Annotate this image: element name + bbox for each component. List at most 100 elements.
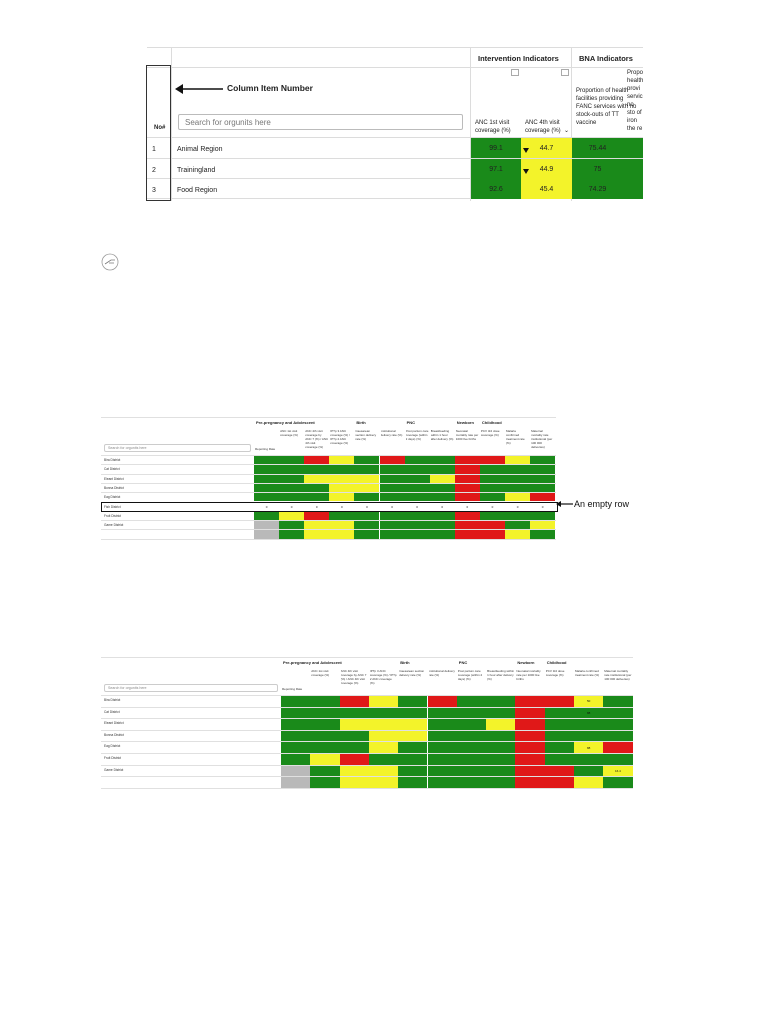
column-header[interactable]: Post partum care coverage (within 2 days… bbox=[457, 669, 483, 681]
indicator-cell bbox=[310, 765, 340, 777]
column-header[interactable]: IPTp 3 ANC coverage (%) / IPTp 2 ANC cov… bbox=[369, 669, 397, 685]
column-header-anc1[interactable]: ANC 1st visit coverage (%) bbox=[475, 120, 511, 134]
search-input[interactable]: Search for orgunits here bbox=[178, 114, 463, 130]
indicator-cell bbox=[304, 465, 330, 474]
column-header[interactable]: ANC 4th visit coverage by ANC 7 (%) / AN… bbox=[305, 429, 329, 449]
column-header[interactable]: PCV 3rd dose coverage (%) bbox=[480, 429, 500, 437]
indicator-cell bbox=[379, 530, 405, 539]
indicator-cell: 88 bbox=[574, 742, 604, 753]
indicator-cell bbox=[279, 483, 305, 493]
indicator-cell bbox=[574, 719, 604, 730]
orgunit-name[interactable]: Eleant District bbox=[104, 476, 124, 481]
search-input[interactable]: Search for orgunits here bbox=[104, 684, 278, 692]
column-header[interactable]: Maternal mortality rate institutional (p… bbox=[604, 669, 632, 681]
grid-line bbox=[101, 729, 633, 731]
column-header[interactable]: Breastfeeding within 1 hour after delive… bbox=[487, 669, 515, 681]
column-header[interactable]: Breastfeeding within 1 hour after delive… bbox=[430, 429, 454, 441]
orgunit-name[interactable]: Eleant District bbox=[104, 721, 124, 726]
indicator-cell bbox=[368, 754, 399, 765]
orgunit-name[interactable]: Game District bbox=[104, 767, 124, 772]
indicator-cell bbox=[454, 493, 480, 502]
indicator-cell bbox=[354, 483, 380, 493]
orgunit-name[interactable]: Bira District bbox=[104, 698, 121, 702]
indicator-cell bbox=[603, 719, 633, 730]
indicator-cell bbox=[515, 765, 545, 777]
column-header-anc4[interactable]: ANC 4th visit coverage (%) bbox=[525, 120, 561, 134]
indicator-cell bbox=[281, 719, 311, 730]
indicator-cell bbox=[505, 511, 531, 521]
indicator-cell bbox=[544, 730, 574, 742]
orgunit-name[interactable]: Bonna District bbox=[104, 485, 124, 490]
column-header[interactable]: Neonatal mortality rate per 1000 live bi… bbox=[516, 669, 541, 681]
indicator-cell bbox=[254, 493, 280, 502]
column-header-truncated[interactable]: Propo health provi servic no sto of iron… bbox=[627, 70, 643, 132]
indicator-cell bbox=[544, 742, 574, 753]
column-header[interactable]: IPTp 3 ANC coverage (%) / IPTp 2 ANC cov… bbox=[330, 429, 350, 445]
column-header[interactable]: Post partum care coverage (within 2 days… bbox=[405, 429, 429, 441]
orgunit-name[interactable]: Cat District bbox=[104, 467, 120, 472]
orgunit-name[interactable]: Bonna District bbox=[104, 732, 124, 737]
orgunit-name[interactable]: Eag District bbox=[104, 495, 121, 500]
column-header[interactable]: Malaria confirmed treatment rate (%) bbox=[575, 669, 600, 677]
sort-icon[interactable] bbox=[511, 69, 519, 76]
orgunit-name[interactable]: Bira District bbox=[104, 458, 121, 462]
sort-icon[interactable] bbox=[561, 69, 569, 76]
column-header[interactable]: ANC 1st visit coverage (%) bbox=[280, 429, 298, 437]
indicator-cell bbox=[479, 465, 505, 474]
empty-row-highlight bbox=[101, 501, 558, 512]
number-column-header: No# bbox=[154, 125, 166, 131]
chevron-down-icon[interactable]: ⌄ bbox=[564, 128, 570, 134]
indicator-cell bbox=[254, 511, 280, 521]
orgunit-name[interactable]: Fruit District bbox=[104, 756, 121, 760]
column-header[interactable]: PCV 3rd dose coverage (%) bbox=[545, 669, 565, 677]
indicator-cell bbox=[456, 719, 487, 730]
orgunit-name[interactable]: Game District bbox=[104, 523, 124, 528]
indicator-cell bbox=[505, 493, 531, 502]
indicator-cell: 0 bbox=[329, 502, 355, 511]
indicator-cell bbox=[530, 474, 556, 483]
group-header: PNC bbox=[458, 660, 468, 665]
orgunit-name[interactable]: Cat District bbox=[104, 709, 120, 714]
indicator-cell bbox=[281, 765, 311, 777]
left-arrow-icon bbox=[556, 501, 573, 507]
column-header-fanc-tt[interactable]: Proportion of health facilities providin… bbox=[576, 88, 637, 126]
orgunit-name[interactable]: Trainingland bbox=[177, 167, 216, 174]
column-header[interactable]: Caesarean section delivery rate (%) bbox=[355, 429, 377, 441]
orgunit-name[interactable]: Fish District bbox=[104, 504, 121, 509]
indicator-cell bbox=[530, 521, 556, 530]
indicator-cell bbox=[310, 742, 340, 753]
indicator-cell bbox=[339, 719, 369, 730]
orgunit-name[interactable]: Eag District bbox=[104, 744, 121, 749]
indicator-cell bbox=[281, 777, 311, 788]
indicator-cell bbox=[398, 707, 428, 719]
indicator-cell bbox=[505, 474, 531, 483]
column-header[interactable]: Reporting Rate bbox=[282, 687, 303, 691]
column-header[interactable]: Institutional delivery rate (%) bbox=[428, 669, 455, 677]
column-header[interactable]: ANC 1st visit coverage (%) bbox=[311, 669, 330, 677]
column-header[interactable]: Reporting Rate bbox=[255, 447, 276, 451]
grid-line bbox=[101, 417, 556, 418]
orgunit-name[interactable]: Food Region bbox=[177, 187, 218, 194]
indicator-cell bbox=[454, 530, 480, 539]
column-header[interactable]: Malaria confirmed treatment rate (%) bbox=[506, 429, 525, 445]
indicator-cell bbox=[427, 765, 457, 777]
grid-line bbox=[101, 482, 556, 484]
column-header[interactable]: ANC 4th visit coverage by ANC 7 (%) / AN… bbox=[340, 669, 367, 685]
indicator-cell bbox=[505, 521, 531, 530]
indicator-cell: 74.29 bbox=[572, 179, 623, 199]
indicator-cell bbox=[279, 530, 305, 539]
column-header[interactable]: Neonatal mortality rate per 1000 live bi… bbox=[455, 429, 479, 441]
indicator-cell bbox=[379, 493, 405, 502]
orgunit-name[interactable]: Fruit District bbox=[104, 513, 121, 518]
column-header[interactable]: Institutional delivery rate (%) bbox=[380, 429, 403, 437]
indicator-cell bbox=[515, 730, 545, 742]
search-input[interactable]: Search for orgunits here bbox=[104, 444, 251, 452]
orgunit-name[interactable]: Animal Region bbox=[177, 146, 223, 153]
trend-down-icon bbox=[523, 169, 529, 174]
indicator-cell bbox=[398, 754, 428, 765]
indicator-cell bbox=[486, 696, 516, 707]
indicator-cell bbox=[486, 754, 516, 765]
column-header[interactable]: Maternal mortality rate institutional (p… bbox=[531, 429, 553, 449]
indicator-cell bbox=[456, 730, 487, 742]
column-header[interactable]: Caesarean section delivery rate (%) bbox=[399, 669, 425, 677]
